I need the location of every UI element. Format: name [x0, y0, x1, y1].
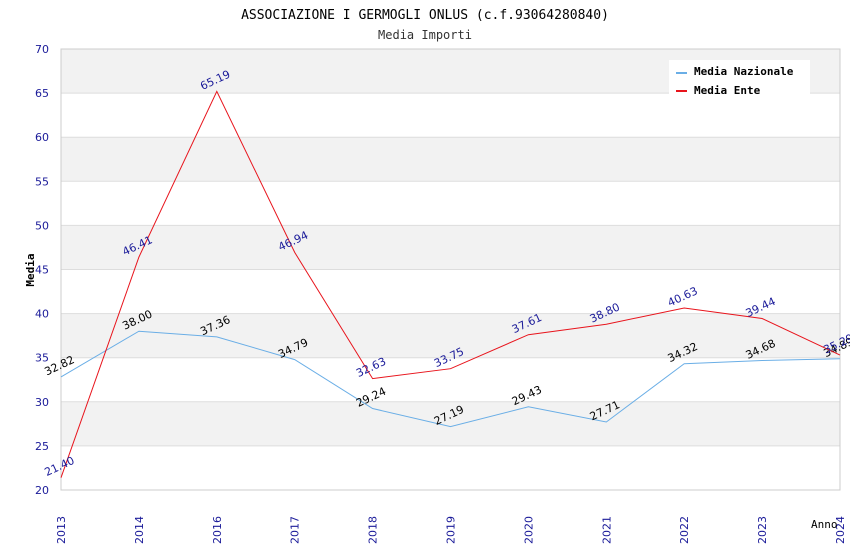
- x-tick-label: 2014: [133, 516, 146, 544]
- x-tick-label: 2022: [678, 516, 691, 544]
- x-tick-label: 2019: [445, 516, 458, 544]
- grid-band: [61, 313, 840, 358]
- series-line-media-nazionale: [60, 330, 841, 428]
- legend: Media Nazionale Media Ente: [669, 60, 810, 97]
- grid-band: [61, 401, 840, 446]
- y-tick-label: 70: [35, 43, 49, 56]
- grid-band: [61, 225, 840, 270]
- y-tick-label: 50: [35, 219, 49, 232]
- y-tick-label: 30: [35, 396, 49, 409]
- y-tick-label: 55: [35, 175, 49, 188]
- y-axis: 20 25 30 35 40 45 50 55 60 65 70: [35, 43, 49, 497]
- legend-label-media-nazionale: Media Nazionale: [694, 65, 794, 78]
- x-tick-label: 2020: [522, 516, 535, 544]
- x-tick-label: 2021: [600, 516, 613, 544]
- grid-bands: [61, 49, 840, 446]
- data-label: 40.63: [666, 284, 700, 309]
- x-axis: 2013 2014 2016 2017 2018 2019 2020 2021 2022 2023…: [55, 516, 847, 544]
- x-tick-label: 2017: [289, 516, 302, 544]
- legend-label-media-ente: Media Ente: [694, 84, 761, 97]
- legend-box: [669, 60, 810, 97]
- y-tick-label: 45: [35, 264, 49, 277]
- y-tick-label: 40: [35, 308, 49, 321]
- plot-area-border: [60, 48, 841, 491]
- y-tick-label: 65: [35, 87, 49, 100]
- y-tick-label: 25: [35, 440, 49, 453]
- x-tick-label: 2023: [756, 516, 769, 544]
- x-tick-label: 2016: [211, 516, 224, 544]
- y-tick-label: 20: [35, 484, 49, 497]
- data-label: 21.40: [42, 454, 76, 479]
- x-tick-label: 2018: [367, 516, 380, 544]
- x-axis-label: Anno: [811, 518, 838, 531]
- x-tick-label: 2024: [834, 516, 847, 544]
- chart-title: ASSOCIAZIONE I GERMOGLI ONLUS (c.f.93064…: [241, 8, 609, 23]
- x-tick-label: 2013: [55, 516, 68, 544]
- y-tick-label: 60: [35, 131, 49, 144]
- chart-subtitle: Media Importi: [378, 28, 472, 42]
- series-line-media-ente: [60, 90, 841, 478]
- grid-band: [61, 137, 840, 182]
- y-axis-label: Media: [24, 253, 37, 286]
- y-tick-label: 35: [35, 352, 49, 365]
